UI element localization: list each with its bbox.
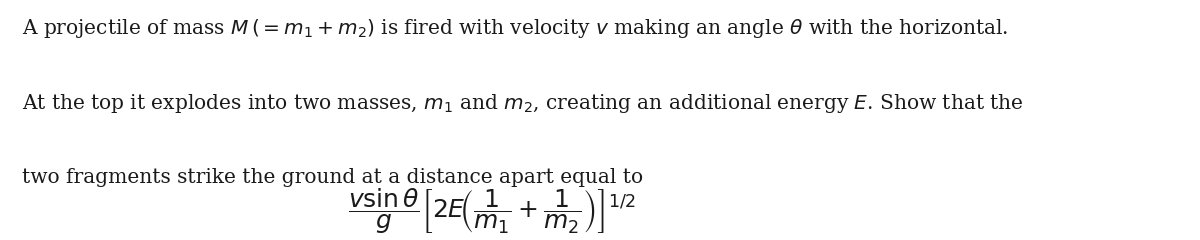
Text: At the top it explodes into two masses, $m_1$ and $m_2$, creating an additional : At the top it explodes into two masses, … xyxy=(22,92,1024,115)
Text: A projectile of mass $M\,(=m_1 + m_2)$ is fired with velocity $v$ making an angl: A projectile of mass $M\,(=m_1 + m_2)$ i… xyxy=(22,17,1008,40)
Text: two fragments strike the ground at a distance apart equal to: two fragments strike the ground at a dis… xyxy=(22,168,643,187)
Text: $\dfrac{v\sin\theta}{g}\left[2E\!\left(\dfrac{1}{m_1}+\dfrac{1}{m_2}\right)\righ: $\dfrac{v\sin\theta}{g}\left[2E\!\left(\… xyxy=(348,186,636,236)
